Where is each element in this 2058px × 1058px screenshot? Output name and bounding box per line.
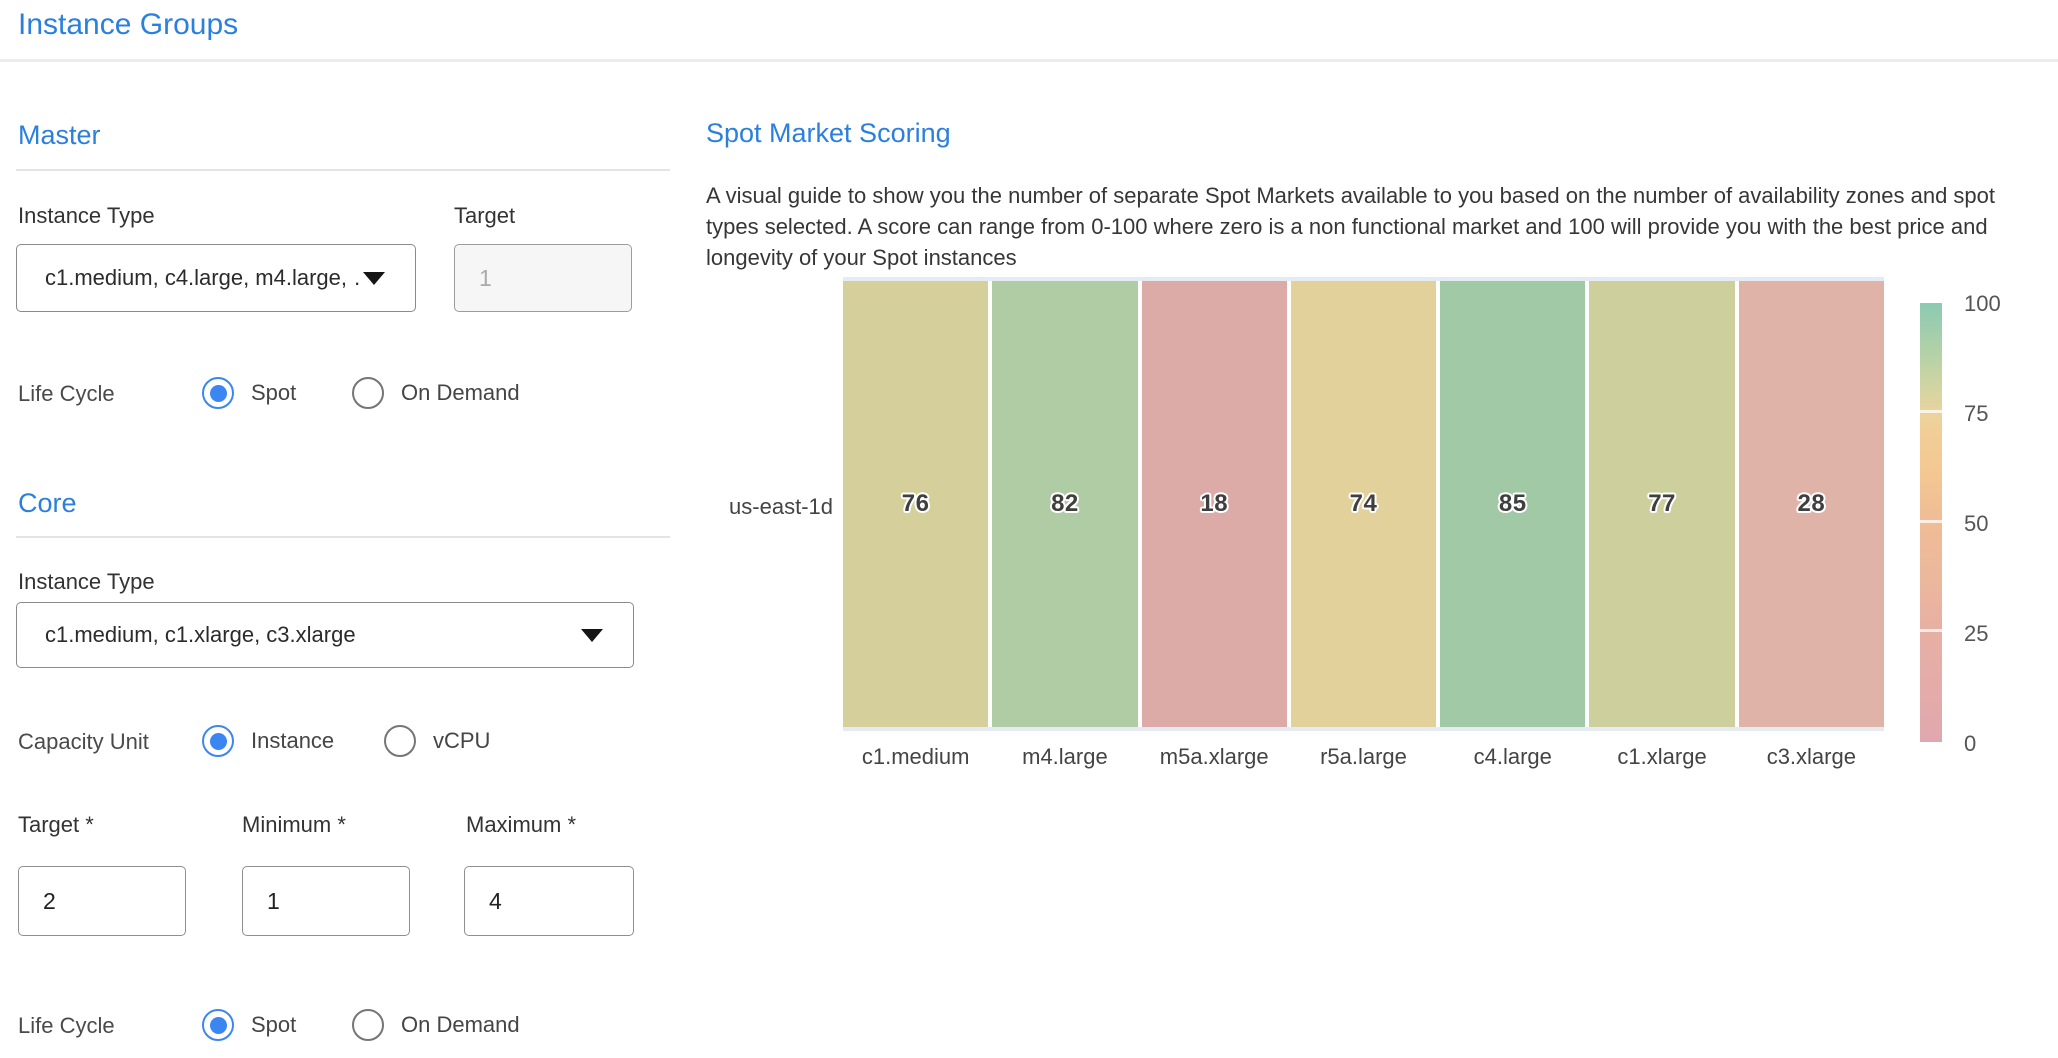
heatmap-cell: 82 [992,281,1138,727]
core-on-demand-radio-label: On Demand [401,1012,520,1037]
heatmap-cell-value: 18 [1200,490,1229,517]
core-minimum-input[interactable]: 1 [242,866,410,936]
master-instance-type-value: c1.medium, c4.large, m4.large, … [45,265,363,290]
spot-market-scoring-description: A visual guide to show you the number of… [706,183,1996,270]
core-divider [16,536,670,538]
spot-market-scoring-heading: Spot Market Scoring [706,118,951,148]
chevron-down-icon [363,271,385,285]
colorbar-tick-100: 100 [1964,291,2001,316]
master-life-cycle-label: Life Cycle [18,381,115,406]
core-instance-type-select[interactable]: c1.medium, c1.xlarge, c3.xlarge [16,602,634,668]
core-maximum-label: Maximum * [466,812,577,837]
heatmap-x-axis: c1.medium m4.large m5a.xlarge r5a.large … [843,744,1884,770]
radio-dot-icon [392,733,409,750]
core-life-cycle-label: Life Cycle [18,1013,115,1038]
colorbar-tick-75: 75 [1964,401,1989,426]
core-minimum-label: Minimum * [242,812,346,837]
heatmap-cell: 76 [843,281,989,727]
core-target-input[interactable]: 2 [18,866,186,936]
colorbar-segment-line [1920,519,1942,523]
master-divider [16,169,670,171]
master-target-input[interactable]: 1 [454,244,632,312]
page-divider [0,59,2058,62]
x-tick-label: c1.xlarge [1617,744,1707,769]
master-target-label: Target [454,203,516,228]
core-instance-type-value: c1.medium, c1.xlarge, c3.xlarge [45,622,356,647]
core-maximum-input[interactable]: 4 [464,866,634,936]
heatmap-cell: 18 [1141,281,1287,727]
x-tick-label: r5a.large [1320,744,1407,769]
master-instance-type-label: Instance Type [18,203,155,228]
core-instance-type-label: Instance Type [18,569,155,594]
heatmap-cell: 74 [1290,281,1437,727]
master-heading: Master [18,120,101,150]
master-on-demand-radio-label: On Demand [401,380,520,405]
master-spot-radio-label: Spot [251,380,297,405]
colorbar-segment-line [1920,629,1942,633]
radio-dot-icon [209,1016,227,1034]
heatmap-row-label: us-east-1d [729,494,833,519]
radio-dot-icon [360,1017,377,1034]
capacity-unit-label: Capacity Unit [18,729,149,754]
heatmap-cell-value: 85 [1498,490,1527,517]
heatmap-cells: 76 82 18 74 85 77 28 [843,281,1884,727]
radio-dot-icon [209,384,227,402]
colorbar-segment-line [1920,409,1942,413]
x-tick-label: c1.medium [861,744,970,769]
x-tick-label: m5a.xlarge [1159,744,1269,769]
core-target-label: Target * [18,812,94,837]
capacity-instance-radio-label: Instance [251,728,335,753]
heatmap-cell-value: 77 [1648,490,1676,517]
capacity-vcpu-radio[interactable] [384,725,416,757]
colorbar-gradient [1920,303,1942,742]
heatmap-cell-value: 28 [1797,490,1826,517]
heatmap-cell: 28 [1738,281,1884,727]
capacity-instance-radio[interactable] [202,725,234,757]
heatmap-cell: 77 [1589,281,1735,727]
colorbar-tick-25: 25 [1964,621,1989,646]
master-spot-radio[interactable] [202,377,234,409]
x-tick-label: c4.large [1473,744,1552,769]
core-spot-radio-label: Spot [251,1012,297,1037]
heatmap-cell-value: 82 [1051,490,1079,517]
heatmap-plot: 76 82 18 74 85 77 28 [843,277,1884,731]
colorbar-tick-0: 0 [1964,731,1977,756]
master-on-demand-radio[interactable] [352,377,384,409]
capacity-vcpu-radio-label: vCPU [433,728,491,753]
x-tick-label: m4.large [1022,744,1108,769]
radio-dot-icon [209,732,227,750]
master-instance-type-select[interactable]: c1.medium, c4.large, m4.large, … [16,244,416,312]
chevron-down-icon [581,628,603,642]
core-on-demand-radio[interactable] [352,1009,384,1041]
page-title: Instance Groups [18,8,239,41]
core-spot-radio[interactable] [202,1009,234,1041]
core-heading: Core [18,488,77,518]
heatmap-cell: 85 [1440,281,1586,727]
heatmap-cell-value: 74 [1349,490,1378,517]
radio-dot-icon [360,385,377,402]
colorbar-tick-50: 50 [1964,511,1989,536]
heatmap-cell-value: 76 [901,490,930,517]
x-tick-label: c3.xlarge [1766,744,1856,769]
